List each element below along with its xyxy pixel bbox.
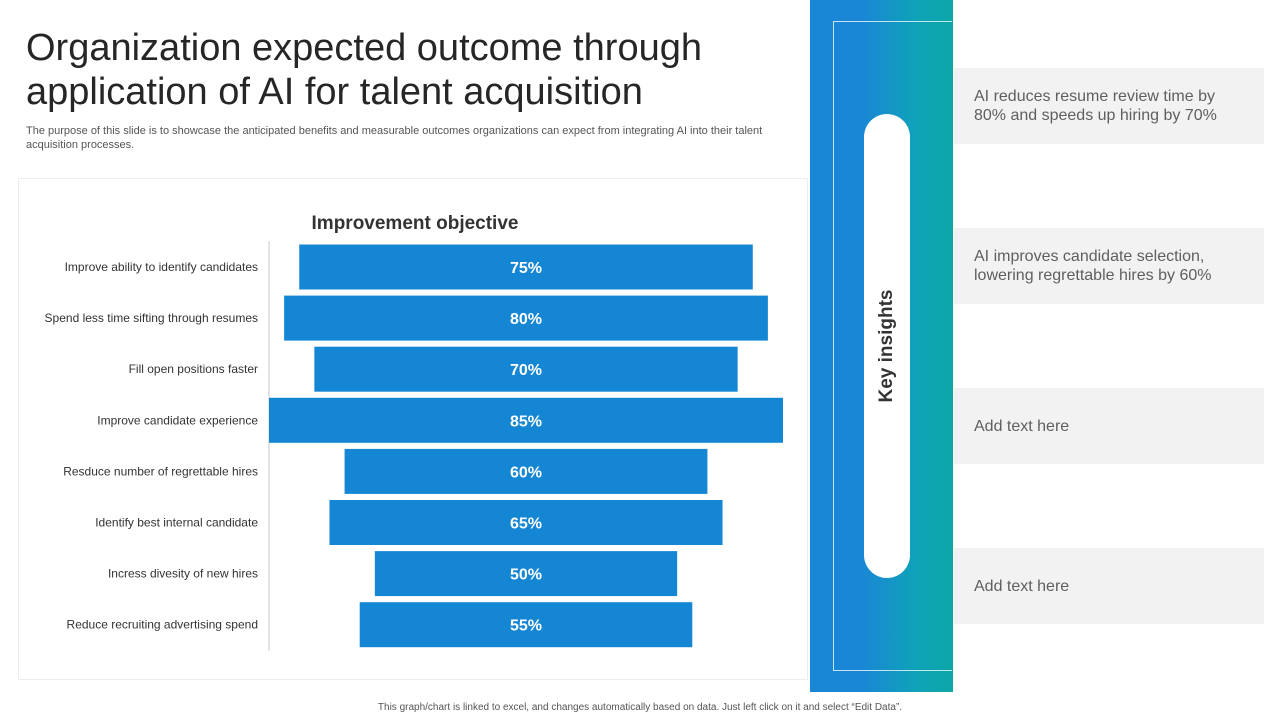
insight-box-4[interactable]: Add text here bbox=[954, 548, 1264, 624]
bar bbox=[359, 602, 693, 648]
category-label: Improve candidate experience bbox=[97, 413, 258, 427]
bar bbox=[314, 346, 738, 392]
key-insights-pill bbox=[864, 114, 910, 578]
bar bbox=[299, 244, 753, 290]
category-label: Spend less time sifting through resumes bbox=[45, 311, 258, 325]
bar-value-label: 75% bbox=[510, 260, 542, 277]
chart-panel[interactable]: Improvement objective 75% Improve ability … bbox=[18, 178, 808, 680]
bar bbox=[329, 500, 723, 545]
category-label: Fill open positions faster bbox=[129, 362, 258, 376]
category-label: Resduce number of regrettable hires bbox=[63, 464, 258, 478]
category-label: Improve ability to identify candidates bbox=[65, 260, 258, 274]
insight-box-1[interactable]: AI reduces resume review time by 80% and… bbox=[954, 68, 1264, 144]
insight-text: AI improves candidate selection, lowerin… bbox=[974, 248, 1212, 284]
bar-value-label: 85% bbox=[510, 413, 542, 430]
bar-value-label: 60% bbox=[510, 464, 542, 481]
bar bbox=[344, 448, 708, 494]
category-label: Identify best internal candidate bbox=[95, 516, 258, 530]
category-label: Incress divesity of new hires bbox=[108, 567, 258, 581]
bar-value-label: 80% bbox=[510, 311, 542, 328]
bar-value-label: 55% bbox=[510, 618, 542, 635]
bar bbox=[374, 551, 678, 597]
chart-title: Improvement objective bbox=[312, 213, 519, 234]
insight-box-3[interactable]: Add text here bbox=[954, 388, 1264, 464]
bar-value-label: 50% bbox=[510, 567, 542, 584]
bar bbox=[269, 397, 783, 443]
bar bbox=[284, 295, 768, 341]
bar-value-label: 65% bbox=[510, 516, 542, 533]
category-label: Reduce recruiting advertising spend bbox=[67, 618, 258, 632]
key-insights-frame bbox=[833, 21, 952, 671]
page-title: Organization expected outcome through ap… bbox=[26, 27, 702, 113]
insight-box-2[interactable]: AI improves candidate selection, lowerin… bbox=[954, 228, 1264, 304]
key-insights-label: Key insights bbox=[876, 289, 897, 403]
page-subtitle: The purpose of this slide is to showcase… bbox=[26, 125, 763, 151]
chart-footnote: This graph/chart is linked to excel, and… bbox=[377, 702, 903, 713]
insight-text: Add text here bbox=[974, 577, 1070, 595]
insight-text: AI reduces resume review time by 80% and… bbox=[974, 88, 1217, 124]
insight-text: Add text here bbox=[974, 417, 1070, 435]
bar-value-label: 70% bbox=[510, 362, 542, 379]
funnel-bar-chart[interactable]: Improvement objective 75% Improve ability … bbox=[19, 179, 809, 681]
